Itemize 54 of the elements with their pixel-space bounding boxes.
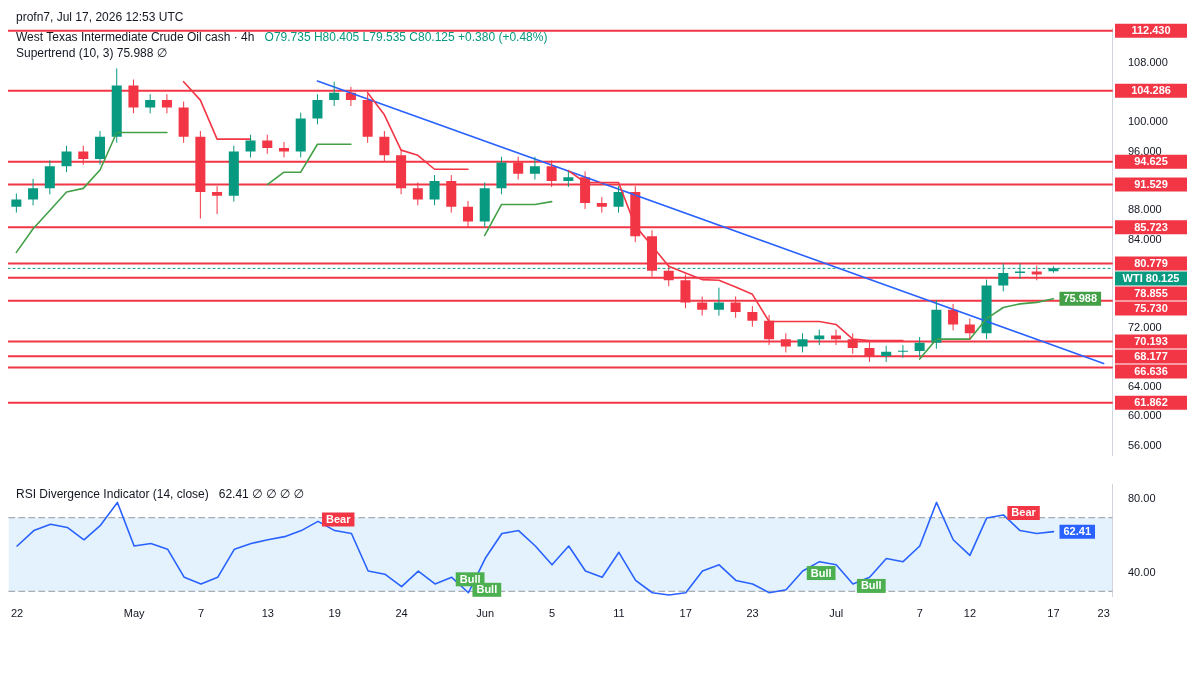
data-label: 75.988: [1063, 292, 1098, 305]
y-tick-label: 100.000: [1128, 115, 1168, 128]
data-label: Bull: [810, 566, 832, 579]
ref-line-label: 68.177: [1134, 349, 1168, 362]
ref-line-label: 66.636: [1134, 364, 1168, 377]
x-tick-label: 11: [613, 607, 625, 620]
chart-title: RSI Divergence Indicator (14, close): [16, 486, 209, 501]
x-tick-label: 12: [963, 607, 977, 620]
y-tick-label: 108.000: [1128, 56, 1168, 69]
ref-line-label: 75.730: [1134, 302, 1168, 315]
chart-title: West Texas Intermediate Crude Oil cash · 4h: [16, 30, 255, 45]
y-tick-label: 60.000: [1128, 409, 1162, 422]
ref-line-label: 61.862: [1134, 396, 1168, 409]
data-label: Bull: [860, 579, 882, 592]
annotation: Supertrend (10, 3) 75.988 ∅: [16, 46, 168, 61]
y-tick-label: 64.000: [1128, 380, 1162, 393]
ref-line-label: 94.625: [1134, 155, 1168, 168]
data-label: 62.41: [1063, 525, 1092, 538]
x-tick-label: 7: [916, 607, 923, 620]
data-label: Bull: [459, 572, 481, 585]
y-tick-label: 80.00: [1128, 492, 1156, 505]
y-tick-label: 40.00: [1128, 565, 1156, 578]
ref-line-label: WTI 80.125: [1122, 272, 1180, 285]
x-tick-label: 13: [261, 607, 274, 620]
ref-line-label: 80.779: [1134, 257, 1168, 270]
x-tick-label: 24: [395, 607, 408, 620]
y-tick-label: 72.000: [1128, 321, 1162, 334]
data-label: Bear: [1011, 506, 1037, 519]
ref-line-label: 104.286: [1131, 84, 1171, 97]
x-tick-label: 23: [1097, 607, 1110, 620]
x-tick-label: 17: [1047, 607, 1060, 620]
y-tick-label: 84.000: [1128, 232, 1162, 245]
ref-line-label: 85.723: [1134, 220, 1168, 233]
x-tick-label: Jul: [829, 607, 844, 620]
data-label: Bear: [326, 512, 352, 525]
data-label: Bull: [476, 583, 498, 596]
x-tick-label: 23: [746, 607, 759, 620]
ref-line-label: 78.855: [1134, 287, 1168, 300]
chart-subtitle: profn7, Jul 17, 2026 12:53 UTC: [16, 10, 184, 25]
annotation: O79.735 H80.405 L79.535 C80.125 +0.380 (+0.48%): [264, 30, 548, 45]
ref-line-label: 112.430: [1131, 24, 1171, 37]
y-tick-label: 56.000: [1128, 438, 1162, 451]
y-tick-label: 96.000: [1128, 144, 1162, 157]
annotation: 62.41 ∅ ∅ ∅ ∅: [218, 486, 304, 501]
x-tick-label: 7: [197, 607, 205, 620]
x-tick-label: 19: [328, 607, 341, 620]
x-tick-label: May: [123, 607, 146, 620]
ref-line-label: 91.529: [1134, 178, 1168, 191]
x-tick-label: 17: [679, 607, 692, 620]
y-tick-label: 88.000: [1128, 203, 1162, 216]
x-tick-label: 5: [548, 607, 556, 620]
x-tick-label: 22: [10, 607, 24, 620]
ref-line-label: 70.193: [1134, 334, 1168, 347]
x-tick-label: Jun: [476, 607, 495, 620]
